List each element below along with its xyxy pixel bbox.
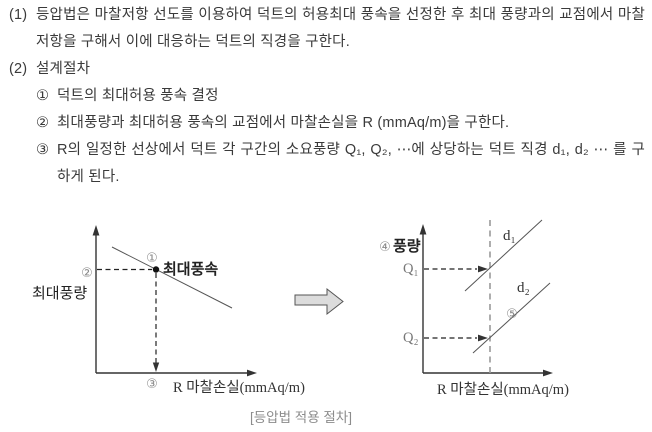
- right-x-axis-label: R 마찰손실(mmAq/m): [437, 381, 569, 398]
- paragraph-1: (1) 등압법은 마찰저항 선도를 이용하여 덕트의 허용최대 풍속을 선정한 …: [0, 2, 645, 56]
- left-step3-number: ③: [146, 377, 158, 392]
- right-chart: ④ 풍량 Q₁ Q₂ d₁ d₂ ⑤ R 마찰손실(mmAq/m): [379, 219, 569, 398]
- procedure-figure: ① 최대풍속 ② 최대풍량 ③ R 마찰손실(mmAq/m) ④ 풍량 Q₁ Q…: [32, 219, 569, 425]
- intersection-point: [152, 266, 160, 273]
- step-2-text: 최대풍량과 최대허용 풍속의 교점에서 마찰손실을 R (mmAq/m)을 구한…: [57, 115, 510, 131]
- paragraph-1-marker: (1): [9, 7, 28, 23]
- step-3-text: R의 일정한 선상에서 덕트 각 구간의 소요풍량 Q₁, Q₂, ⋯에 상당하…: [57, 142, 645, 185]
- right-step5-number: ⑤: [506, 307, 518, 322]
- step-item-3: ③ R의 일정한 선상에서 덕트 각 구간의 소요풍량 Q₁, Q₂, ⋯에 상…: [0, 137, 645, 191]
- max-airflow-label: 최대풍량: [32, 285, 87, 302]
- max-velocity-label: 최대풍속: [163, 260, 218, 278]
- d2-label: d₂: [517, 280, 530, 296]
- q2-label: Q₂: [403, 330, 419, 346]
- paragraph-2-marker: (2): [9, 61, 28, 77]
- q1-label: Q₁: [403, 261, 419, 277]
- airflow-axis-label: 풍량: [393, 237, 421, 255]
- left-x-axis-label: R 마찰손실(mmAq/m): [173, 379, 305, 396]
- step-item-2: ② 최대풍량과 최대허용 풍속의 교점에서 마찰손실을 R (mmAq/m)을 …: [0, 110, 645, 137]
- d2-diameter-line: [472, 282, 551, 354]
- paragraph-2-text: 설계절차: [36, 61, 91, 77]
- q2-arrow-icon: [478, 334, 488, 342]
- d1-diameter-line: [464, 219, 543, 292]
- down-arrow-icon: [152, 362, 160, 372]
- step-1-text: 덕트의 최대허용 풍속 결정: [57, 88, 219, 104]
- friction-velocity-line: [111, 246, 233, 309]
- paragraph-2: (2) 설계절차: [0, 56, 645, 83]
- right-x-axis-arrow-icon: [543, 369, 553, 377]
- transition-arrow-icon: [294, 287, 344, 316]
- paragraph-1-text: 등압법은 마찰저항 선도를 이용하여 덕트의 허용최대 풍속을 선정한 후 최대…: [36, 7, 645, 50]
- step-3-marker: ③: [36, 142, 50, 158]
- d1-label: d₁: [503, 228, 516, 244]
- left-y-axis-arrow-icon: [92, 225, 100, 236]
- figure-caption: [등압법 적용 절차]: [250, 410, 352, 425]
- left-step2-number: ②: [81, 266, 93, 281]
- right-y-axis-arrow-icon: [419, 224, 427, 235]
- step-2-marker: ②: [36, 115, 50, 131]
- q1-arrow-icon: [478, 265, 488, 273]
- left-x-axis-arrow-icon: [247, 369, 257, 377]
- step-item-1: ① 덕트의 최대허용 풍속 결정: [0, 83, 645, 110]
- right-step4-number: ④: [379, 240, 391, 255]
- text-block: (1) 등압법은 마찰저항 선도를 이용하여 덕트의 허용최대 풍속을 선정한 …: [0, 2, 652, 191]
- step-1-marker: ①: [36, 88, 50, 104]
- left-chart: ① 최대풍속 ② 최대풍량 ③ R 마찰손실(mmAq/m): [32, 225, 305, 396]
- left-step1-number: ①: [146, 251, 158, 266]
